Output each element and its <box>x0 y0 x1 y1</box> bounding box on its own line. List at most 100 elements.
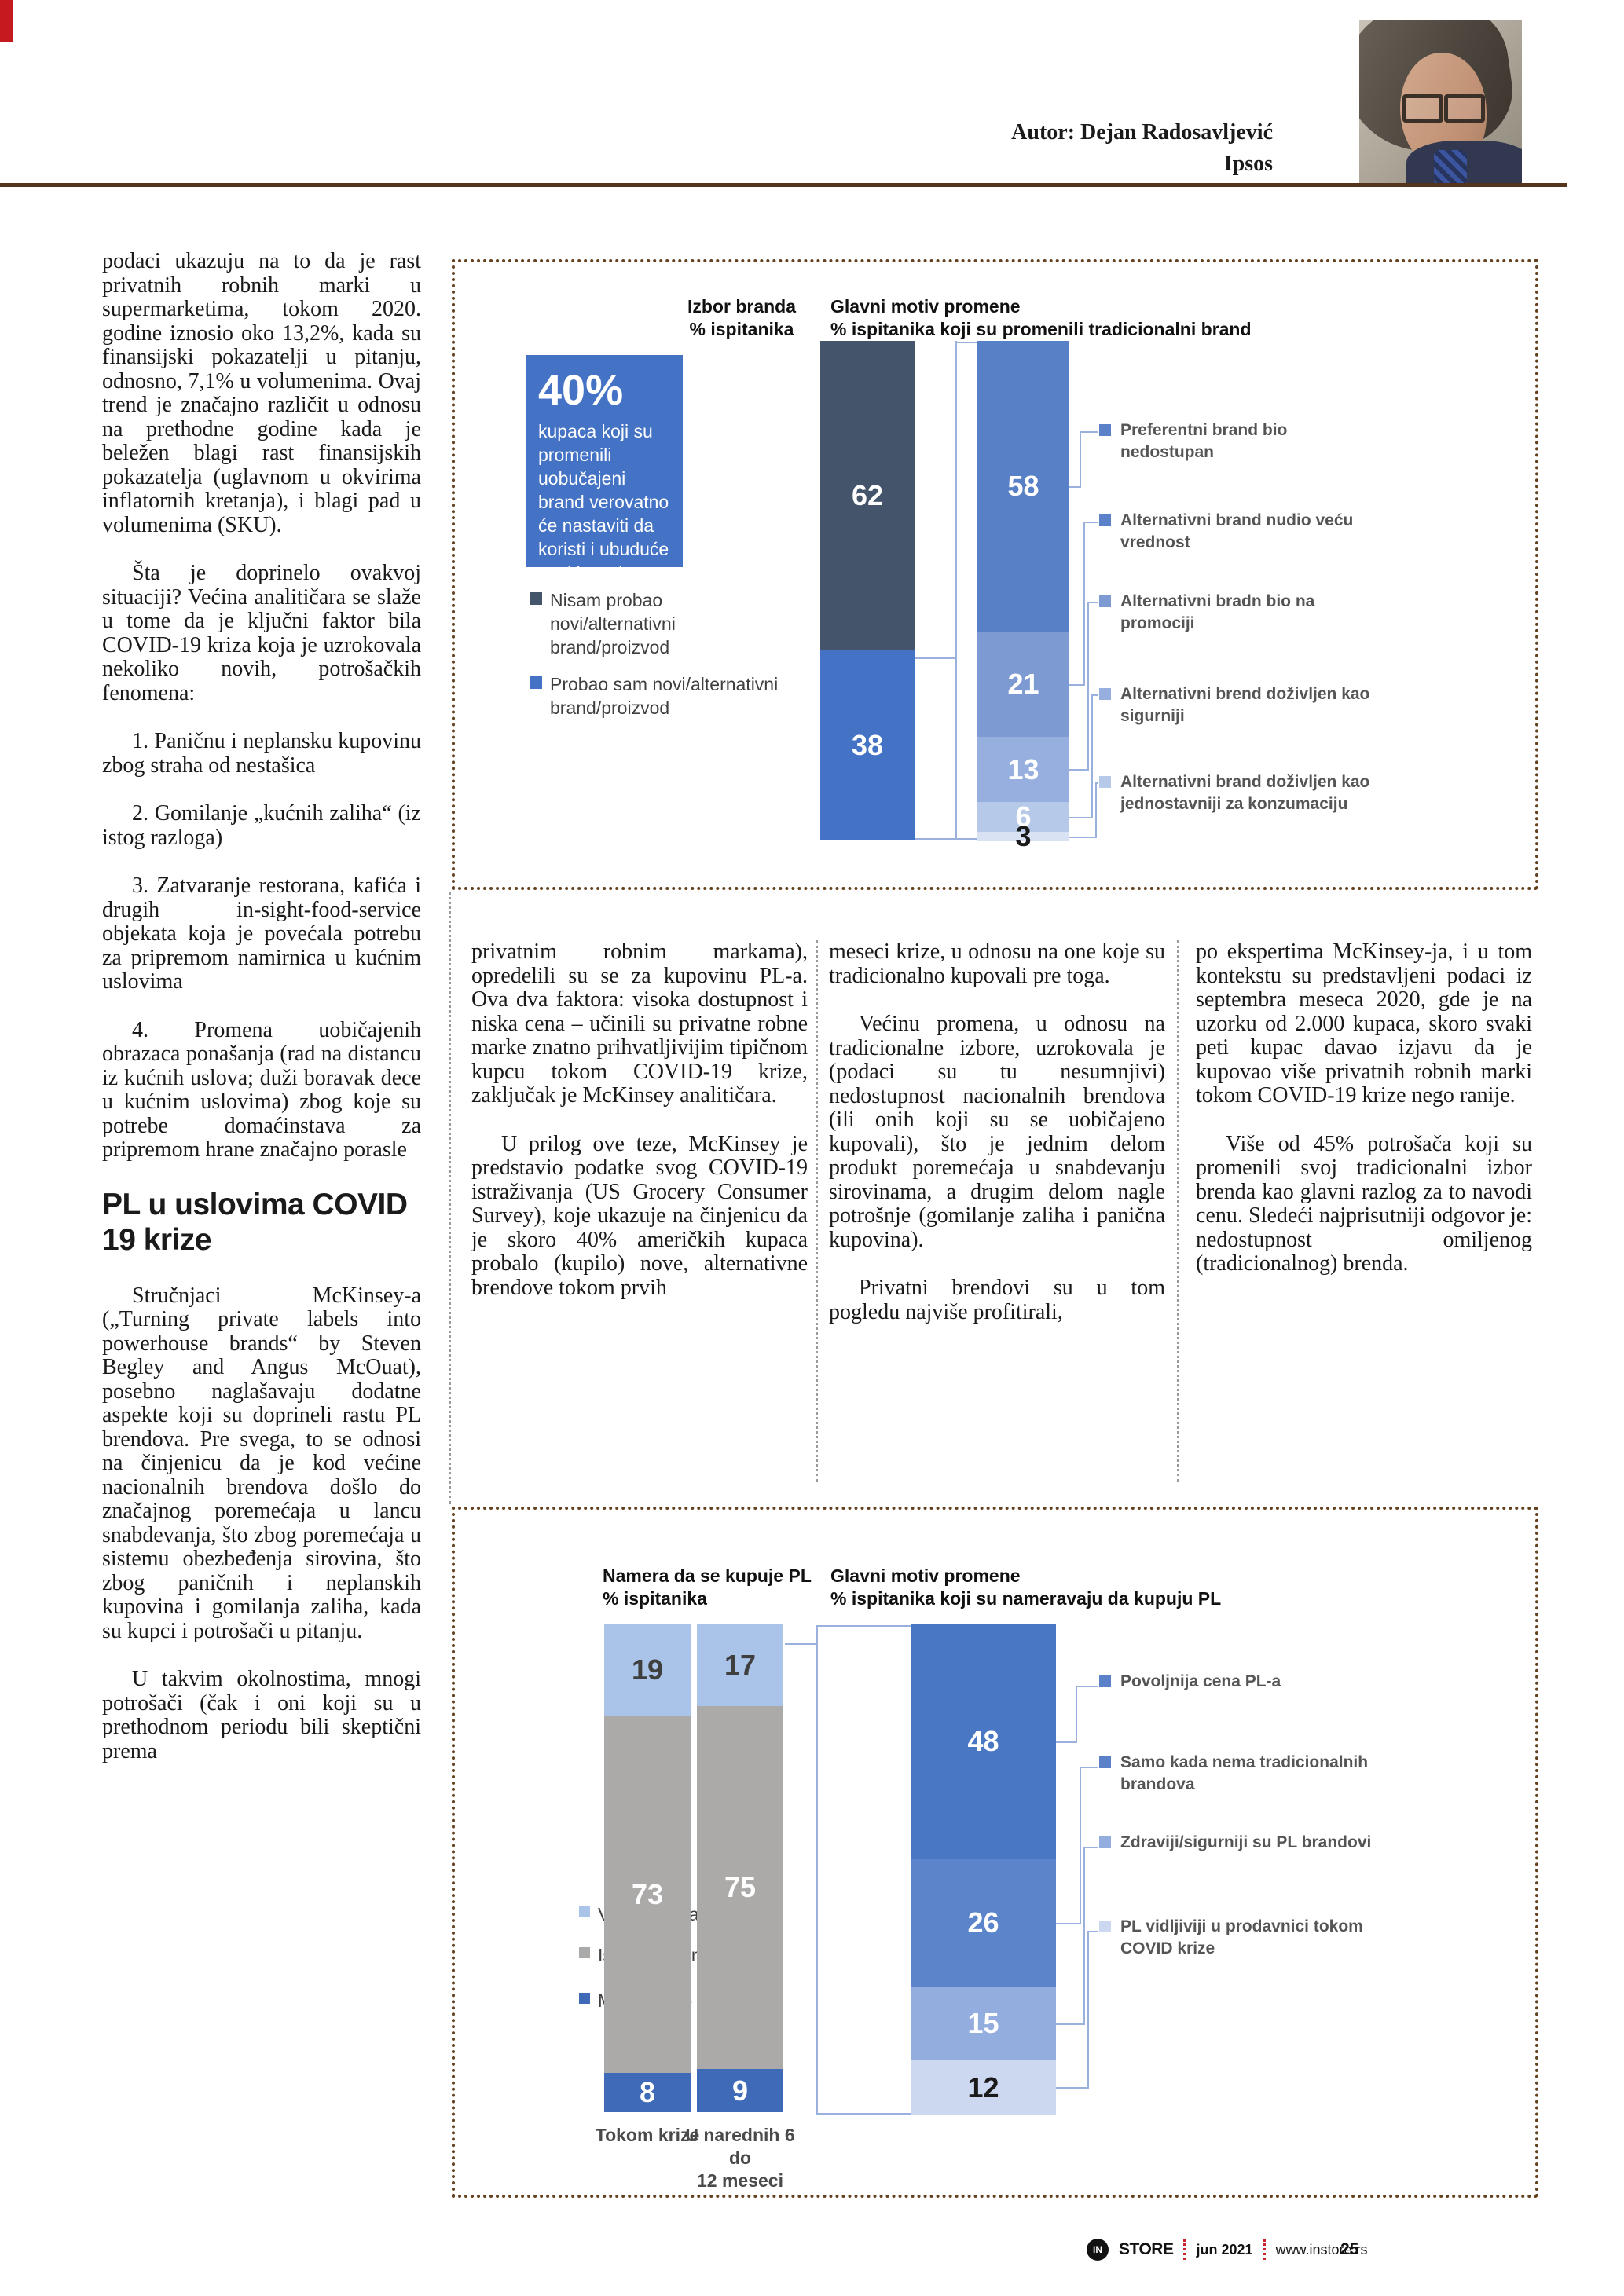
chart1-axis-title-left-line1: Izbor branda <box>687 296 796 317</box>
bar-segment-19: 19 <box>604 1624 691 1716</box>
annotation-label: Preferentni brand bio nedostupan <box>1120 421 1288 461</box>
connector-line <box>816 1625 818 2114</box>
logo-in-text: IN <box>1093 2244 1102 2255</box>
connector-line <box>1056 1741 1076 1743</box>
legend-swatch-dark-icon <box>530 592 542 605</box>
connector-line <box>1087 1931 1089 2089</box>
annotation-marker-icon <box>1099 514 1111 526</box>
connector-line <box>1069 837 1095 838</box>
xaxis-label-line: Tokom krize <box>595 2125 700 2145</box>
paragraph: Privatni brendovi su u tom pogledu najvi… <box>829 1276 1165 1324</box>
photo-glasses-left <box>1402 94 1443 123</box>
column-divider <box>449 892 451 1504</box>
section-heading: PL u uslovima COVID 19 krize <box>102 1187 408 1257</box>
legend-label: Nisam probao novi/alternativni brand/pro… <box>550 590 676 657</box>
annotation-label: PL vidljiviji u prodavnici tokom COVID k… <box>1120 1917 1363 1957</box>
issue-date: jun 2021 <box>1196 2241 1253 2258</box>
connector-line <box>1080 1767 1081 1924</box>
connector-line <box>1069 817 1091 818</box>
annotation-label: Alternativni bradn bio na promociji <box>1120 592 1315 632</box>
legend-item-not-tried: Nisam probao novi/alternativni brand/pro… <box>530 588 789 659</box>
annotation-label: Alternativni brand doživljen kao jednost… <box>1120 773 1370 813</box>
bar-segment-73: 73 <box>604 1716 691 2073</box>
header-divider <box>0 183 1567 187</box>
annotation-povoljnija-cena: Povoljnija cena PL-a <box>1099 1671 1374 1693</box>
connector-line <box>955 342 977 343</box>
connector-line <box>1087 1931 1098 1932</box>
paragraph: Većinu promena, u odnosu na tradicionaln… <box>829 1012 1165 1252</box>
annotation-marker-icon <box>1099 1756 1111 1768</box>
connector-line <box>1080 431 1081 488</box>
annotation-marker-icon <box>1099 688 1111 700</box>
connector-line <box>1083 1847 1085 2025</box>
annotation-veca-vrednost: Alternativni brand nudio veću vrednost <box>1099 510 1374 554</box>
bar-segment-17: 17 <box>697 1624 783 1706</box>
annotation-label: Povoljnija cena PL-a <box>1120 1672 1281 1690</box>
paragraph: privatnim robnim markama), opredelili su… <box>471 939 808 1108</box>
connector-line <box>816 2113 911 2115</box>
annotation-zdraviji: Zdraviji/sigurniji su PL brandovi <box>1099 1832 1374 1854</box>
chart2-axis-title-left: Namera da se kupuje PL % ispitanika <box>603 1565 862 1610</box>
logo-store-text: STORE <box>1119 2240 1174 2258</box>
connector-line <box>816 1625 911 1627</box>
legend-swatch-blue-icon <box>530 676 542 689</box>
footer-separator <box>1183 2239 1186 2260</box>
connector-line <box>915 657 955 659</box>
annotation-nema-tradicionalnih: Samo kada nema tradicionalnih brandova <box>1099 1752 1374 1796</box>
annotation-label: Samo kada nema tradicionalnih brandova <box>1120 1753 1369 1793</box>
annotation-label: Alternativni brand nudio veću vrednost <box>1120 511 1354 551</box>
instore-logo-icon: IN <box>1087 2239 1109 2261</box>
website-link[interactable]: www.instore.rs <box>1275 2241 1368 2258</box>
author-company: Ipsos <box>1223 152 1273 176</box>
connector-line <box>1083 1847 1098 1848</box>
list-item: 2. Gomilanje „kućnih zaliha“ (iz istog r… <box>102 801 421 850</box>
connector-line <box>1069 769 1087 771</box>
chart1-axis-title-right-line1: Glavni motiv promene <box>830 296 1021 317</box>
chart1-axis-title-left: Izbor branda % ispitanika <box>667 295 816 341</box>
connector-line <box>785 1643 816 1645</box>
connector-line <box>1080 1767 1098 1768</box>
paragraph: po ekspertima McKinsey-ja, i u tom konte… <box>1196 939 1532 1108</box>
callout-40-percent: 40% kupaca koji su promenili uobučajeni … <box>526 355 683 583</box>
list-item: 4. Promena uobičajenih obrazaca ponašanj… <box>102 1017 421 1162</box>
connector-line <box>915 838 955 840</box>
bar-izbor-branda: 62 38 <box>820 341 915 840</box>
paragraph: U takvim okolnostima, mnogi potrošači (č… <box>102 1667 421 1763</box>
bar-glavni-motiv: 58 21 13 6 3 <box>977 341 1069 852</box>
list-item: 3. Zatvaranje restorana, kafića i drugih… <box>102 873 421 994</box>
chart1-axis-title-right: Glavni motiv promene % ispitanika koji s… <box>830 295 1428 341</box>
chart1-axis-title-left-line2: % ispitanika <box>689 319 794 339</box>
connector-line <box>1069 486 1080 488</box>
annotation-marker-icon <box>1099 1836 1111 1848</box>
annotation-marker-icon <box>1099 1921 1111 1932</box>
list-item: 1. Paničnu i neplansku kupovinu zbog str… <box>102 729 421 778</box>
bar-segment-3: 3 <box>977 820 1069 852</box>
connector-line <box>1056 1923 1080 1924</box>
chart2-axis-title-left-line1: Namera da se kupuje PL <box>603 1565 812 1586</box>
column-divider <box>1177 940 1179 1482</box>
bar-segment-62: 62 <box>820 341 915 650</box>
bar-segment-75: 75 <box>697 1706 783 2069</box>
text-column-4: po ekspertima McKinsey-ja, i u tom konte… <box>1196 939 1532 1301</box>
legend-swatch-lightblue-icon <box>579 1906 590 1917</box>
page-corner-mark <box>0 0 13 42</box>
bar-tokom-krize: 19 73 8 <box>604 1624 691 2112</box>
bar-segment-48: 48 <box>911 1624 1056 1859</box>
bar-segment-38: 38 <box>820 650 915 840</box>
bar-segment-58: 58 <box>977 341 1069 632</box>
connector-line <box>1091 694 1093 818</box>
legend-label: Probao sam novi/alternativni brand/proiz… <box>550 674 779 718</box>
bar-glavni-motiv-pl: 48 26 15 12 <box>911 1624 1056 2115</box>
paragraph: U prilog ove teze, McKinsey je predstavi… <box>471 1131 808 1300</box>
photo-scarf <box>1434 150 1467 186</box>
bar-segment-12: 12 <box>911 2060 1056 2115</box>
text-column-1: podaci ukazuju na to da je rast privatni… <box>102 249 421 1788</box>
connector-line <box>1095 782 1097 838</box>
text-column-2: privatnim robnim markama), opredelili su… <box>471 939 808 1324</box>
author-credit: Autor: Dejan Radosavljević <box>1011 120 1273 145</box>
annotation-marker-icon <box>1099 1675 1111 1687</box>
chart2-axis-title-left-line2: % ispitanika <box>603 1588 707 1609</box>
page-number: 25 <box>1340 2240 1359 2258</box>
connector-line <box>1076 1686 1098 1687</box>
